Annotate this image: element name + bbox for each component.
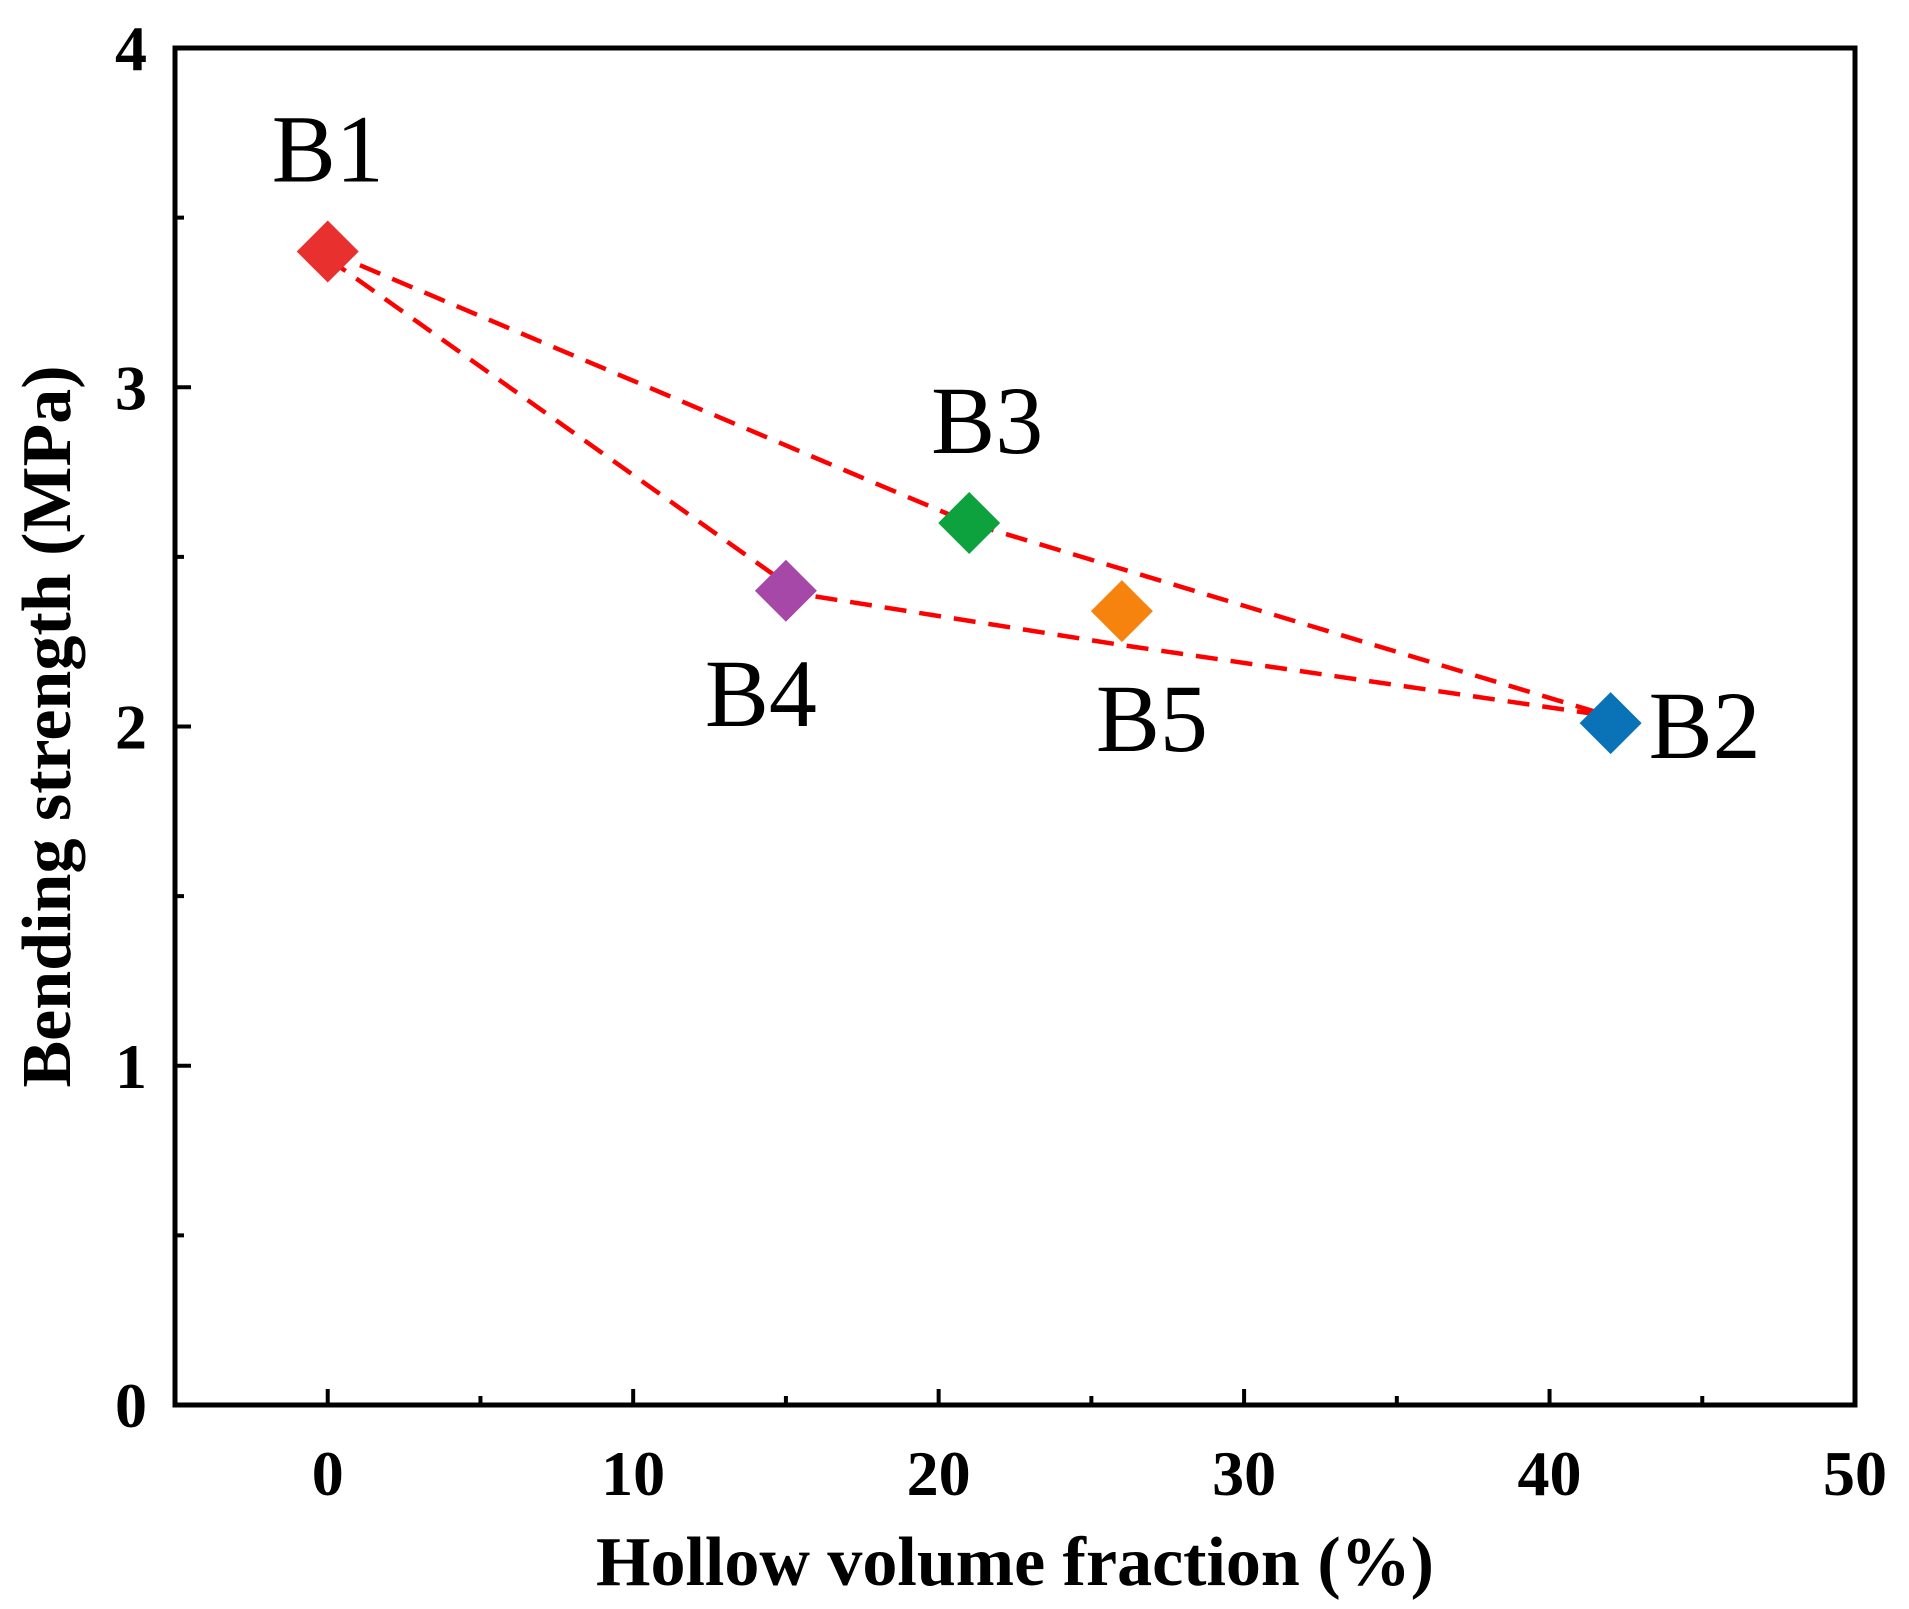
y-tick-label: 1 — [115, 1031, 147, 1102]
point-b5 — [1090, 580, 1153, 643]
point-label-b3: B3 — [931, 367, 1043, 474]
trend-lines — [326, 249, 1612, 719]
y-tick-label: 3 — [115, 352, 147, 423]
point-b3 — [938, 491, 1001, 554]
y-tick-label: 2 — [115, 692, 147, 763]
point-labels: B1 B2 B3 B4 B5 — [272, 96, 1761, 780]
x-tick-label: 10 — [601, 1438, 665, 1509]
x-axis-title: Hollow volume fraction (%) — [596, 1524, 1434, 1601]
upper-trend — [326, 249, 1612, 719]
x-tick-label: 0 — [312, 1438, 344, 1509]
point-label-b5: B5 — [1096, 665, 1208, 772]
y-axis-title: Bending strength (MPa) — [9, 365, 86, 1087]
axes: 0 10 20 30 40 50 0 1 2 3 4 — [115, 13, 1887, 1509]
x-tick-label: 30 — [1212, 1438, 1276, 1509]
point-b2 — [1579, 692, 1642, 755]
lower-trend — [326, 256, 1611, 719]
x-tick-label: 40 — [1518, 1438, 1582, 1509]
data-points — [296, 220, 1642, 755]
x-tick-label: 20 — [907, 1438, 971, 1509]
y-tick-label: 0 — [115, 1370, 147, 1441]
x-tick-label: 50 — [1823, 1438, 1887, 1509]
point-label-b2: B2 — [1649, 672, 1761, 779]
point-b1 — [296, 220, 359, 283]
point-b4 — [754, 559, 817, 622]
y-tick-label: 4 — [115, 13, 147, 84]
point-label-b4: B4 — [705, 640, 817, 747]
point-label-b1: B1 — [272, 96, 384, 203]
